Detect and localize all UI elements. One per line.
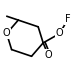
Text: O: O — [56, 28, 64, 39]
Text: O: O — [44, 50, 52, 60]
Text: O: O — [3, 28, 10, 39]
Text: F: F — [65, 14, 71, 24]
